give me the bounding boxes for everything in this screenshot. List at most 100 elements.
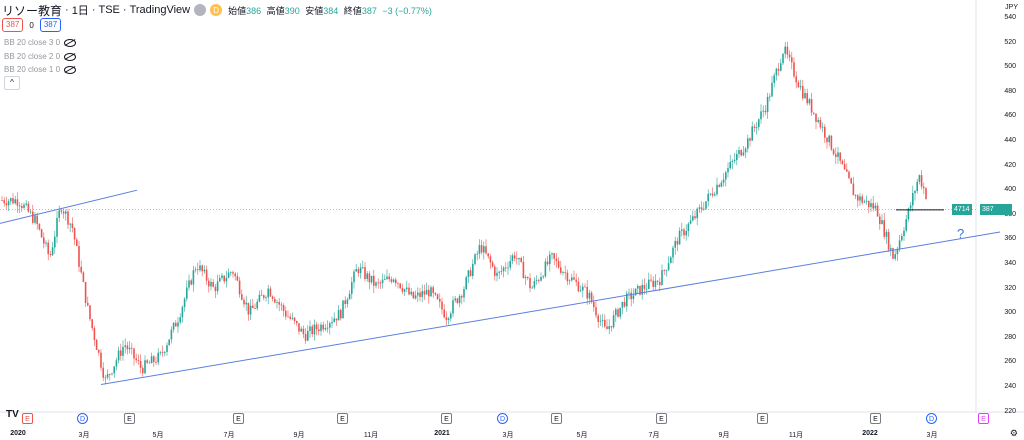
candle-body: [502, 267, 505, 272]
interval[interactable]: 1日: [71, 5, 89, 17]
eye-hidden-icon[interactable]: [64, 38, 77, 47]
candle-body: [826, 137, 828, 143]
indicator-bb-2[interactable]: BB 20 close 2 0: [4, 52, 77, 61]
earnings-event-icon[interactable]: E: [22, 413, 33, 424]
candle-body: [403, 289, 406, 292]
candle-body: [16, 199, 19, 206]
candle-body: [469, 270, 472, 276]
time-tick-label: 2021: [434, 430, 450, 437]
eye-hidden-icon[interactable]: [64, 52, 77, 61]
candle-body: [824, 126, 826, 138]
earnings-event-icon[interactable]: E: [233, 413, 244, 424]
candle-body: [513, 255, 516, 259]
candle-body: [687, 223, 690, 232]
candle-body: [135, 358, 137, 361]
candle-body: [694, 216, 696, 219]
indicator-bb-1[interactable]: BB 20 close 1 0: [4, 65, 77, 74]
candle-body: [560, 267, 562, 273]
candle-body: [65, 211, 67, 214]
tradingview-logo[interactable]: TV: [6, 409, 19, 420]
candle-body: [551, 253, 553, 255]
candle-body: [164, 352, 166, 353]
candle-body: [564, 272, 566, 273]
eye-hidden-icon[interactable]: [64, 65, 77, 74]
candle-body: [18, 205, 21, 207]
candle-body: [879, 216, 881, 224]
gear-icon[interactable]: ⚙: [1009, 428, 1018, 438]
candle-body: [896, 248, 899, 255]
candle-body: [447, 318, 450, 321]
earnings-event-icon[interactable]: E: [124, 413, 135, 424]
earnings-event-icon[interactable]: E: [441, 413, 452, 424]
market-status-icon[interactable]: [194, 4, 207, 16]
earnings-event-icon[interactable]: E: [757, 413, 768, 424]
candle-body: [736, 154, 738, 161]
candle-body: [377, 282, 379, 284]
candlestick-series: [1, 41, 927, 385]
price-tick-label: 500: [1004, 63, 1016, 71]
dividend-event-icon[interactable]: D: [77, 413, 88, 424]
candle-body: [861, 196, 863, 203]
candle-body: [458, 296, 461, 303]
symbol-name[interactable]: リソー教育: [2, 3, 63, 18]
candle-body: [467, 270, 470, 278]
trendline-upper[interactable]: [0, 189, 138, 224]
candle-body: [557, 260, 560, 268]
candle-body: [777, 68, 780, 71]
candle-body: [714, 194, 716, 196]
candle-body: [885, 232, 888, 237]
candle-body: [654, 280, 657, 287]
candle-body: [100, 352, 102, 368]
sell-button[interactable]: 387: [2, 18, 24, 32]
candle-body: [210, 281, 212, 287]
dividend-event-icon[interactable]: D: [926, 413, 937, 424]
candle-body: [29, 211, 32, 213]
candle-body: [907, 208, 910, 220]
collapse-legend-button[interactable]: ^: [4, 76, 20, 90]
indicator-bb-3[interactable]: BB 20 close 3 0: [4, 38, 77, 47]
trendline-lower[interactable]: [100, 231, 1001, 386]
candle-body: [351, 282, 353, 294]
candle-body: [203, 269, 206, 272]
candle-body: [456, 298, 459, 303]
candle-body: [604, 320, 606, 327]
text-annotation[interactable]: ?: [957, 226, 965, 241]
candle-body: [62, 211, 65, 214]
dividend-event-icon[interactable]: D: [497, 413, 508, 424]
candle-body: [837, 152, 839, 157]
price-tick-label: 360: [1004, 235, 1016, 243]
candle-body: [120, 350, 122, 356]
candle-body: [747, 138, 749, 149]
earnings-event-icon[interactable]: E: [551, 413, 562, 424]
candle-body: [5, 203, 8, 206]
candle-body: [95, 339, 98, 350]
earnings-event-icon[interactable]: E: [656, 413, 667, 424]
candle-body: [500, 271, 503, 272]
candle-body: [659, 281, 661, 286]
candle-body: [315, 324, 318, 330]
candle-body: [186, 287, 188, 299]
candle-body: [667, 263, 670, 270]
earnings-event-icon[interactable]: E: [978, 413, 989, 424]
candle-body: [175, 322, 177, 327]
earnings-event-icon[interactable]: E: [337, 413, 348, 424]
earnings-event-icon[interactable]: E: [870, 413, 881, 424]
currency-selector[interactable]: JPY: [1005, 4, 1018, 11]
candle-body: [509, 260, 511, 268]
candle-body: [298, 323, 300, 332]
candle-body: [516, 258, 518, 260]
time-tick-label: 5月: [576, 432, 588, 439]
candle-body: [155, 361, 157, 363]
price-tick-label: 260: [1004, 358, 1016, 366]
candle-body: [397, 283, 399, 284]
price-tag: 387: [980, 204, 1012, 215]
candle-body: [821, 126, 824, 128]
candle-body: [401, 288, 404, 292]
candle-body: [507, 267, 509, 269]
candle-body: [522, 261, 525, 279]
candle-body: [698, 207, 701, 209]
candle-body: [496, 272, 498, 276]
delayed-data-icon[interactable]: D: [210, 4, 223, 16]
buy-button[interactable]: 387: [39, 18, 62, 32]
